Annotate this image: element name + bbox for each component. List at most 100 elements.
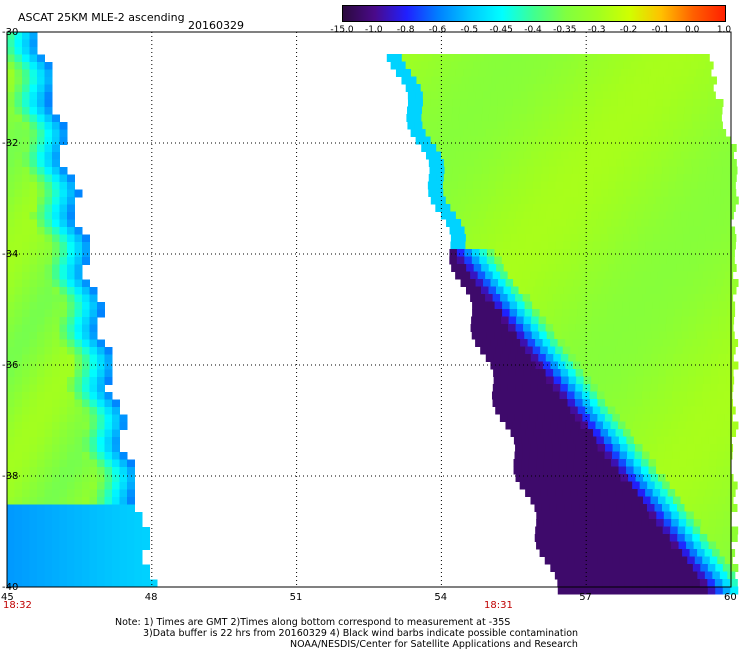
swath-cell	[652, 571, 661, 580]
swath-cell	[7, 294, 15, 303]
swath-cell	[678, 466, 687, 475]
colorbar-label: 0.0	[684, 25, 700, 35]
swath-cell	[693, 219, 702, 227]
swath-cell	[67, 264, 75, 273]
swath-cell	[651, 256, 660, 265]
swath-cell	[642, 556, 651, 565]
swath-cell	[607, 346, 616, 355]
swath-cell	[717, 384, 726, 392]
swath-cell	[658, 354, 667, 362]
swath-cell	[615, 204, 624, 212]
swath-cell	[554, 571, 563, 580]
swath-cell	[134, 519, 143, 528]
swath-cell	[499, 54, 508, 62]
swath-cell	[650, 129, 659, 137]
swath-cell	[672, 384, 681, 392]
swath-cell	[616, 159, 625, 167]
swath-cell	[490, 361, 499, 370]
swath-cell	[74, 384, 83, 393]
swath-cell	[607, 204, 616, 212]
swath-cell	[450, 84, 459, 92]
swath-cell	[572, 534, 581, 542]
swath-cell	[583, 316, 592, 325]
swath-cell	[14, 527, 23, 535]
swath-cell	[7, 399, 15, 408]
swath-cell	[678, 541, 687, 550]
swath-cell	[451, 174, 460, 182]
swath-cell	[595, 99, 604, 107]
swath-cell	[565, 99, 574, 107]
swath-cell	[730, 564, 739, 572]
swath-cell	[540, 489, 549, 497]
swath-cell	[657, 414, 666, 422]
swath-cell	[718, 354, 727, 362]
swath-cell	[574, 556, 583, 565]
swath-cell	[422, 106, 431, 115]
swath-cell	[632, 579, 641, 587]
swath-cell	[644, 226, 653, 235]
swath-cell	[639, 166, 648, 175]
swath-cell	[525, 84, 534, 92]
swath-cell	[598, 496, 607, 505]
swath-cell	[660, 204, 669, 212]
swath-cell	[22, 489, 30, 498]
swath-cell	[709, 391, 718, 400]
swath-cell	[628, 324, 637, 332]
swath-cell	[642, 294, 651, 302]
swath-cell	[82, 474, 90, 483]
swath-cell	[561, 249, 570, 257]
swath-cell	[660, 181, 669, 190]
swath-cell	[465, 286, 474, 295]
swath-cell	[97, 572, 105, 580]
swath-cell	[727, 204, 736, 212]
swath-cell	[565, 91, 574, 100]
swath-cell	[142, 542, 150, 550]
swath-cell	[652, 346, 661, 355]
swath-cell	[635, 444, 644, 452]
swath-cell	[67, 294, 75, 303]
swath-cell	[583, 376, 592, 385]
swath-cell	[534, 504, 543, 512]
swath-cell	[22, 92, 30, 100]
swath-cell	[625, 564, 634, 572]
swath-cell	[677, 339, 686, 347]
swath-cell	[44, 414, 53, 423]
swath-cell	[635, 324, 644, 332]
swath-cell	[446, 219, 455, 227]
swath-cell	[495, 84, 504, 92]
swath-cell	[438, 136, 447, 145]
swath-cell	[37, 527, 45, 535]
swath-cell	[82, 302, 90, 310]
swath-cell	[14, 77, 23, 85]
swath-cell	[706, 114, 715, 122]
swath-cell	[641, 519, 650, 527]
swath-cell	[666, 376, 675, 385]
colorbar-label: -0.6	[428, 25, 447, 35]
swath-cell	[29, 249, 38, 258]
swath-cell	[596, 54, 605, 62]
swath-cell	[623, 429, 632, 437]
swath-cell	[710, 271, 719, 280]
swath-cell	[540, 181, 549, 190]
swath-cell	[37, 54, 45, 63]
swath-cell	[704, 549, 713, 557]
swath-cell	[667, 301, 676, 310]
swath-cell	[643, 354, 652, 362]
swath-cell	[562, 571, 571, 580]
swath-cell	[537, 271, 546, 280]
swath-cell	[610, 99, 619, 107]
swath-cell	[14, 234, 23, 243]
swath-cell	[708, 541, 717, 550]
swath-cell	[595, 136, 604, 145]
swath-cell	[611, 219, 620, 227]
swath-cell	[74, 272, 83, 280]
swath-cell	[629, 256, 638, 265]
swath-cell	[14, 152, 23, 160]
swath-cell	[493, 369, 502, 377]
swath-cell	[386, 54, 395, 62]
swath-cell	[609, 481, 618, 490]
swath-cell	[67, 302, 75, 310]
swath-cell	[22, 84, 30, 93]
swath-cell	[602, 106, 611, 115]
swath-cell	[59, 242, 68, 250]
